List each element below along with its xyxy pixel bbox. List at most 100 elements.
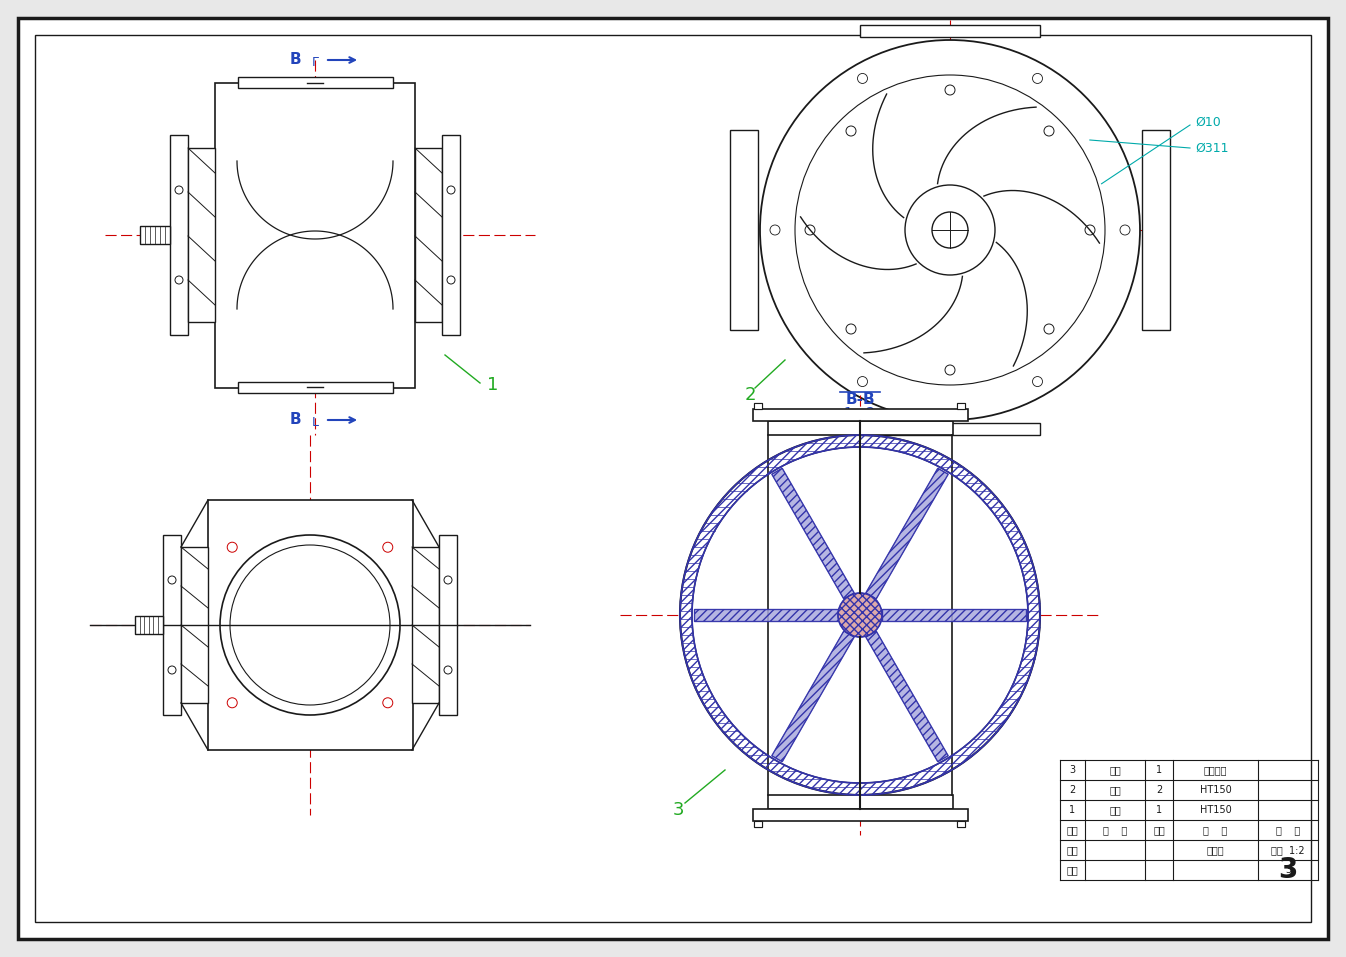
Polygon shape	[695, 609, 839, 621]
Circle shape	[444, 576, 452, 584]
Bar	[238, 77, 393, 88]
Bar	[209, 500, 413, 750]
Text: 3: 3	[1279, 856, 1298, 884]
Text: Γ: Γ	[312, 56, 319, 69]
Bar	[412, 547, 439, 703]
Polygon shape	[865, 468, 948, 599]
Text: Ø311: Ø311	[1195, 142, 1229, 154]
Bar	[752, 409, 968, 421]
Text: 1 : 2: 1 : 2	[844, 406, 875, 420]
Text: 备    注: 备 注	[1276, 825, 1300, 835]
Circle shape	[447, 276, 455, 284]
Bar	[415, 148, 441, 322]
Text: 制图: 制图	[1066, 845, 1078, 855]
Text: 3: 3	[1285, 865, 1291, 875]
Text: B: B	[289, 412, 302, 428]
Bar	[754, 403, 762, 409]
Bar	[754, 821, 762, 827]
Bar	[441, 135, 460, 335]
Circle shape	[1044, 324, 1054, 334]
Bar	[180, 547, 209, 703]
Bar	[188, 148, 215, 322]
Text: 2: 2	[744, 386, 755, 404]
Circle shape	[760, 40, 1140, 420]
Text: 端盖: 端盖	[1109, 785, 1121, 795]
Text: 3: 3	[1070, 765, 1075, 775]
Text: 1: 1	[1070, 805, 1075, 815]
Bar	[135, 616, 163, 634]
Circle shape	[382, 543, 393, 552]
Circle shape	[945, 365, 956, 375]
Circle shape	[847, 324, 856, 334]
Polygon shape	[865, 631, 948, 762]
Text: 不锈锤板: 不锈锤板	[1203, 765, 1228, 775]
Text: B-B: B-B	[845, 392, 875, 408]
Text: 比例  1:2: 比例 1:2	[1271, 845, 1304, 855]
Circle shape	[1032, 376, 1043, 387]
Circle shape	[905, 185, 995, 275]
Text: 壳体: 壳体	[1109, 805, 1121, 815]
Bar	[1141, 130, 1170, 330]
Text: 2: 2	[1156, 785, 1162, 795]
Circle shape	[692, 447, 1028, 783]
Circle shape	[230, 545, 390, 705]
Bar	[140, 226, 170, 244]
Bar	[170, 135, 188, 335]
Text: B: B	[289, 53, 302, 68]
Text: 审核: 审核	[1066, 865, 1078, 875]
Circle shape	[839, 593, 882, 637]
Polygon shape	[882, 609, 1026, 621]
Bar	[439, 535, 458, 715]
Circle shape	[931, 212, 968, 248]
Bar	[754, 403, 762, 409]
Bar	[860, 25, 1040, 37]
Text: 1: 1	[1156, 805, 1162, 815]
Text: 闭风器: 闭风器	[1206, 845, 1225, 855]
Text: Ø10: Ø10	[1195, 116, 1221, 128]
Bar	[769, 421, 953, 435]
Text: HT150: HT150	[1199, 805, 1232, 815]
Text: L: L	[312, 415, 319, 429]
Text: 序号: 序号	[1066, 825, 1078, 835]
Circle shape	[680, 435, 1040, 795]
Circle shape	[857, 376, 868, 387]
Bar	[163, 535, 180, 715]
Text: 名    称: 名 称	[1102, 825, 1127, 835]
Circle shape	[1085, 225, 1096, 235]
Bar	[238, 382, 393, 393]
Polygon shape	[771, 468, 855, 599]
Circle shape	[770, 225, 779, 235]
Text: 数量: 数量	[1154, 825, 1164, 835]
Circle shape	[168, 576, 176, 584]
Circle shape	[805, 225, 814, 235]
Circle shape	[1032, 74, 1043, 83]
Bar	[860, 423, 1040, 435]
Circle shape	[227, 698, 237, 708]
Circle shape	[795, 75, 1105, 385]
Circle shape	[444, 666, 452, 674]
Bar	[215, 83, 415, 388]
Bar	[957, 821, 965, 827]
Circle shape	[945, 85, 956, 95]
Circle shape	[219, 535, 400, 715]
Bar	[752, 809, 968, 821]
Circle shape	[847, 126, 856, 136]
Bar	[957, 403, 965, 409]
Text: 2: 2	[1069, 785, 1075, 795]
Bar	[769, 795, 953, 809]
Circle shape	[168, 666, 176, 674]
Circle shape	[382, 698, 393, 708]
Text: 1: 1	[487, 376, 498, 394]
Text: 材    料: 材 料	[1203, 825, 1228, 835]
Bar	[730, 130, 758, 330]
Text: 叶轮: 叶轮	[1109, 765, 1121, 775]
Bar	[754, 821, 762, 827]
Bar	[957, 821, 965, 827]
Bar	[957, 403, 965, 409]
Circle shape	[175, 186, 183, 194]
Circle shape	[1120, 225, 1131, 235]
Circle shape	[857, 74, 868, 83]
Circle shape	[227, 543, 237, 552]
Circle shape	[447, 186, 455, 194]
Circle shape	[1044, 126, 1054, 136]
